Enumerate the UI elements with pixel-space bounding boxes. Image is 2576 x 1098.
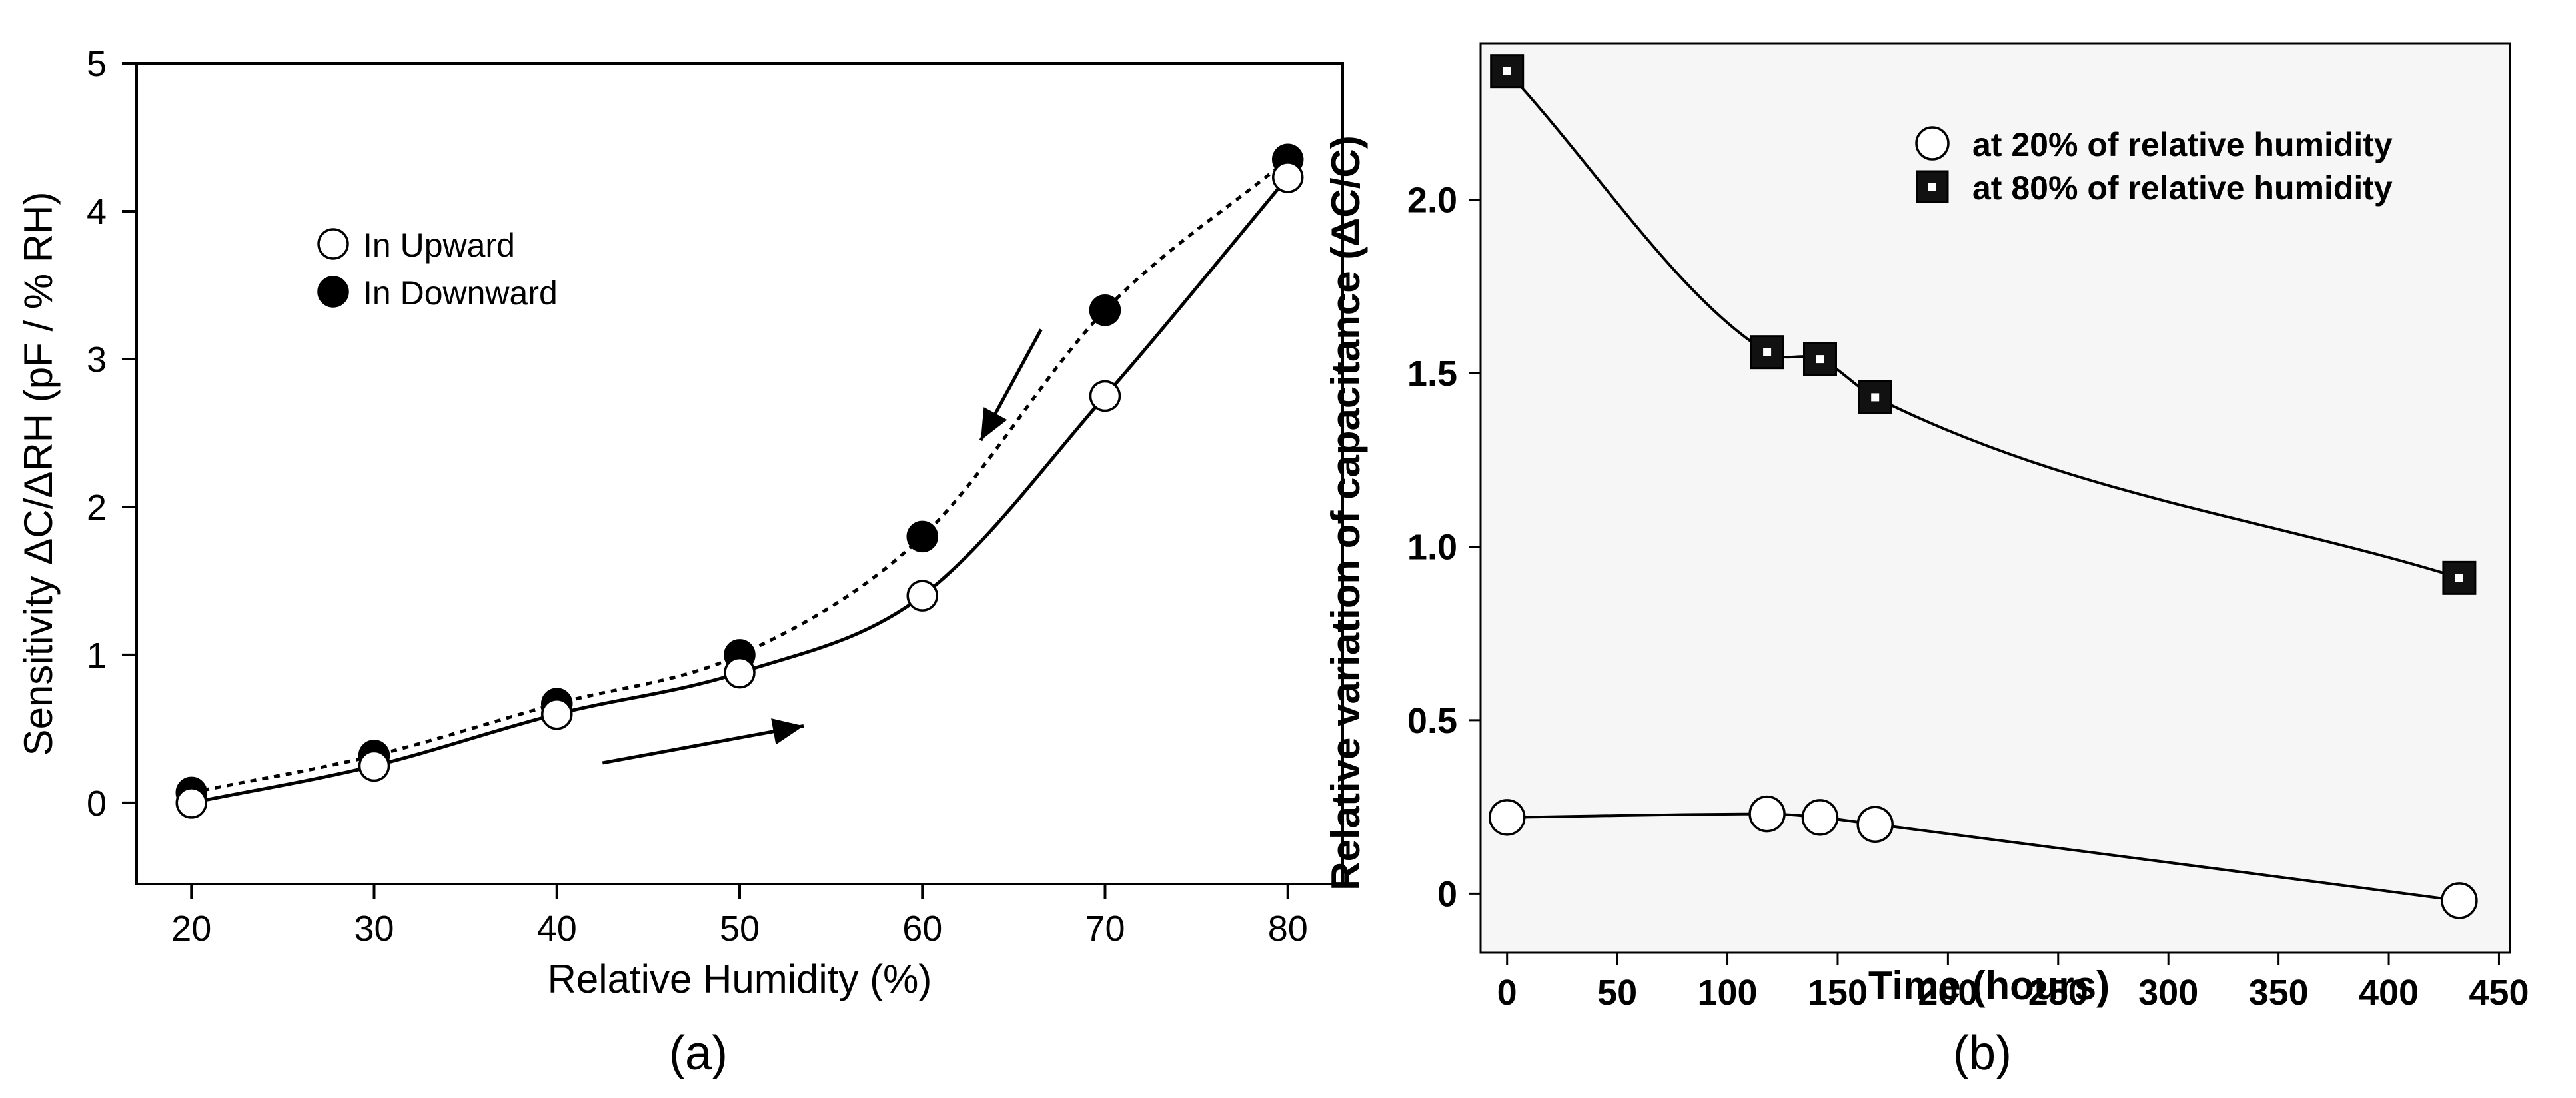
legend-a-downward-marker <box>317 276 349 308</box>
chart-a-y-ticks: 0 1 2 3 4 5 <box>87 44 137 824</box>
chart-b-y-ticks: 0 0.5 1.0 1.5 2.0 <box>1407 180 1481 914</box>
rh80-point-dot <box>1763 348 1772 356</box>
x-tick-label-a: 70 <box>1085 909 1125 949</box>
legend-b-80rh-marker-dot <box>1928 183 1936 191</box>
legend-b-20rh-label: at 20% of relative humidity <box>1972 126 2393 163</box>
x-tick-label-a: 20 <box>171 909 211 949</box>
x-tick-label-a: 80 <box>1268 909 1308 949</box>
y-tick-label-b: 0.5 <box>1407 701 1457 741</box>
rh20-point <box>1856 806 1894 843</box>
chart-a-legend: In Upward In Downward <box>317 227 558 312</box>
chart-a-xlabel: Relative Humidity (%) <box>548 957 932 1001</box>
rh80-point <box>1802 342 1837 376</box>
upward-point <box>906 580 938 612</box>
chart-a-x-ticks: 20 30 40 50 60 70 80 <box>171 884 1308 949</box>
y-tick-label-b: 0 <box>1437 874 1457 914</box>
rh80-point-dot <box>2455 574 2463 582</box>
chart-b-legend: at 20% of relative humidity at 80% of re… <box>1915 126 2393 207</box>
x-tick-label-a: 30 <box>354 909 394 949</box>
upward-point <box>724 656 756 689</box>
chart-b-ylabel: Relative variation of capacitance (ΔC/C) <box>1323 135 1368 890</box>
chart-a-ylabel: Sensitivity ΔC/ΔRH (pF / % RH) <box>16 192 61 756</box>
downward-point <box>906 520 938 553</box>
rh80-point-dot <box>1871 393 1880 402</box>
y-tick-label-a: 1 <box>87 636 107 676</box>
y-tick-label-b: 1.5 <box>1407 354 1457 394</box>
chart-a-points <box>175 143 1304 819</box>
chart-b-xlabel: Time (hours) <box>1868 963 2110 1008</box>
legend-b-80rh-label: at 80% of relative humidity <box>1972 169 2393 207</box>
rh20-point <box>1748 795 1786 833</box>
legend-a-upward-marker <box>317 228 349 260</box>
chart-b-panel-label: (b) <box>1953 1027 2012 1080</box>
rh20-point <box>2441 882 2478 919</box>
chart-b-x-ticks: 0 50 100 150 200 250 300 350 400 450 <box>1497 953 2529 1013</box>
upward-point <box>175 787 208 819</box>
legend-b-20rh-marker <box>1915 126 1950 161</box>
rh20-point <box>1488 799 1526 836</box>
legend-a-upward-label: In Upward <box>363 227 515 264</box>
x-tick-label-a: 50 <box>720 909 760 949</box>
rh80-point <box>1858 380 1892 414</box>
upward-arrow-head <box>771 718 804 745</box>
y-tick-label-a: 2 <box>87 488 107 528</box>
y-tick-label-a: 4 <box>87 192 107 232</box>
x-tick-label-b: 150 <box>1808 973 1868 1013</box>
chart-a: 20 30 40 50 60 70 80 0 1 2 3 4 5 Relative Humidity … <box>16 44 1344 1080</box>
x-tick-label-a: 40 <box>537 909 577 949</box>
x-tick-label-a: 60 <box>902 909 942 949</box>
legend-a-downward-label: In Downward <box>363 274 558 312</box>
rh80-point-dot <box>1816 355 1824 364</box>
x-tick-label-b: 300 <box>2138 973 2198 1013</box>
upward-point <box>358 750 390 782</box>
x-tick-label-b: 100 <box>1697 973 1757 1013</box>
y-tick-label-b: 2.0 <box>1407 180 1457 220</box>
upward-point <box>541 698 573 730</box>
y-tick-label-a: 0 <box>87 784 107 824</box>
chart-a-arrows <box>602 328 1043 765</box>
upward-point <box>1089 380 1121 412</box>
y-tick-label-a: 3 <box>87 340 107 380</box>
chart-b-background <box>1481 43 2510 953</box>
chart-b-points <box>1488 54 2478 919</box>
rh80-point-dot <box>1503 67 1511 75</box>
x-tick-label-b: 0 <box>1497 973 1517 1013</box>
downward-arrow-head <box>981 407 1007 441</box>
upward-point <box>1271 161 1304 193</box>
y-tick-label-a: 5 <box>87 44 107 84</box>
chart-b-frame <box>1479 42 2511 954</box>
downward-point <box>1089 294 1121 326</box>
x-tick-label-b: 200 <box>1918 973 1978 1013</box>
y-tick-label-b: 1.0 <box>1407 527 1457 567</box>
rh20-line <box>1507 812 2460 902</box>
x-tick-label-b: 50 <box>1597 973 1637 1013</box>
x-tick-label-b: 250 <box>2028 973 2088 1013</box>
upward-arrow-shaft <box>602 724 804 765</box>
x-tick-label-b: 400 <box>2359 973 2419 1013</box>
x-tick-label-b: 350 <box>2249 973 2309 1013</box>
chart-b: 0 50 100 150 200 250 300 350 400 450 0 0.5 1.0 1.5 2.… <box>1323 42 2529 1080</box>
chart-a-panel-label: (a) <box>669 1027 728 1080</box>
x-tick-label-b: 450 <box>2469 973 2529 1013</box>
rh20-point <box>1801 799 1839 836</box>
